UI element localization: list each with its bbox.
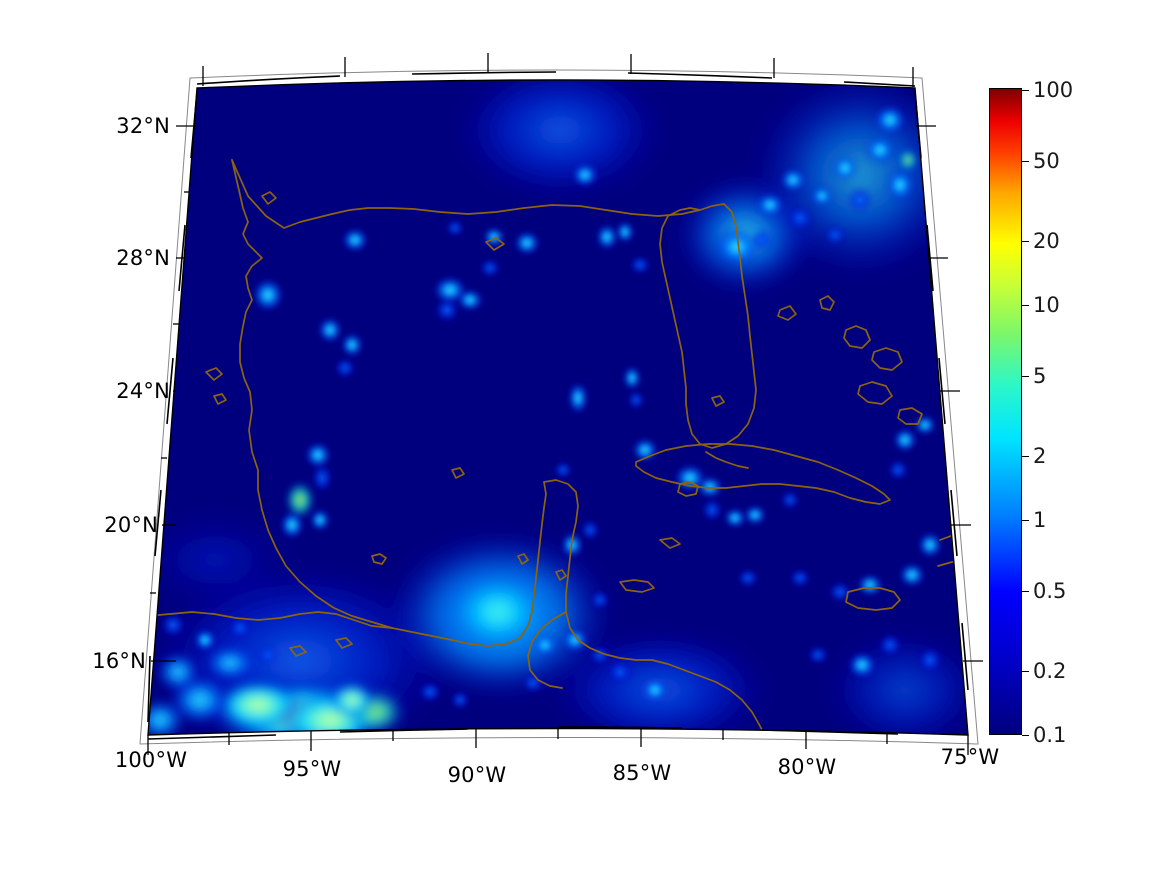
lon-tick-label: 85°W xyxy=(612,761,672,785)
colorbar-tick-label: 50 xyxy=(1033,149,1060,173)
colorbar-tick xyxy=(1022,161,1029,162)
lat-tick-label: 20°N xyxy=(104,513,158,537)
field-cells xyxy=(161,105,942,709)
lat-tick-label: 24°N xyxy=(116,379,170,403)
map-data-layer xyxy=(148,80,968,735)
colorbar-tick-label: 5 xyxy=(1033,364,1047,388)
colorbar-tick xyxy=(1022,735,1029,736)
lon-tick-label: 95°W xyxy=(282,757,342,781)
colorbar-tick-label: 1 xyxy=(1033,508,1047,532)
colorbar-tick-label: 10 xyxy=(1033,293,1060,317)
lon-tick-label: 80°W xyxy=(777,755,837,779)
colorbar-tick xyxy=(1022,241,1029,242)
lat-tick-label: 32°N xyxy=(116,114,170,138)
colorbar-tick-label: 0.2 xyxy=(1033,659,1067,683)
colorbar[interactable] xyxy=(989,88,1022,735)
colorbar-tick xyxy=(1022,591,1029,592)
lat-tick-label: 28°N xyxy=(116,246,170,270)
colorbar-tick-label: 0.5 xyxy=(1033,579,1067,603)
colorbar-tick xyxy=(1022,376,1029,377)
colorbar-tick xyxy=(1022,456,1029,457)
lon-tick-label: 100°W xyxy=(114,748,188,772)
lat-tick-label: 16°N xyxy=(92,649,146,673)
colorbar-tick xyxy=(1022,520,1029,521)
colorbar-tick xyxy=(1022,305,1029,306)
map-frame xyxy=(139,53,983,755)
colorbar-tick-label: 20 xyxy=(1033,229,1060,253)
colorbar-tick xyxy=(1022,90,1029,91)
colorbar-tick xyxy=(1022,671,1029,672)
colorbar-tick-label: 100 xyxy=(1033,78,1074,102)
colorbar-gradient xyxy=(990,89,1021,734)
lon-tick-label: 75°W xyxy=(940,745,1000,769)
colorbar-tick-label: 2 xyxy=(1033,444,1047,468)
colorbar-tick-label: 0.1 xyxy=(1033,723,1067,747)
lon-tick-label: 90°W xyxy=(447,763,507,787)
